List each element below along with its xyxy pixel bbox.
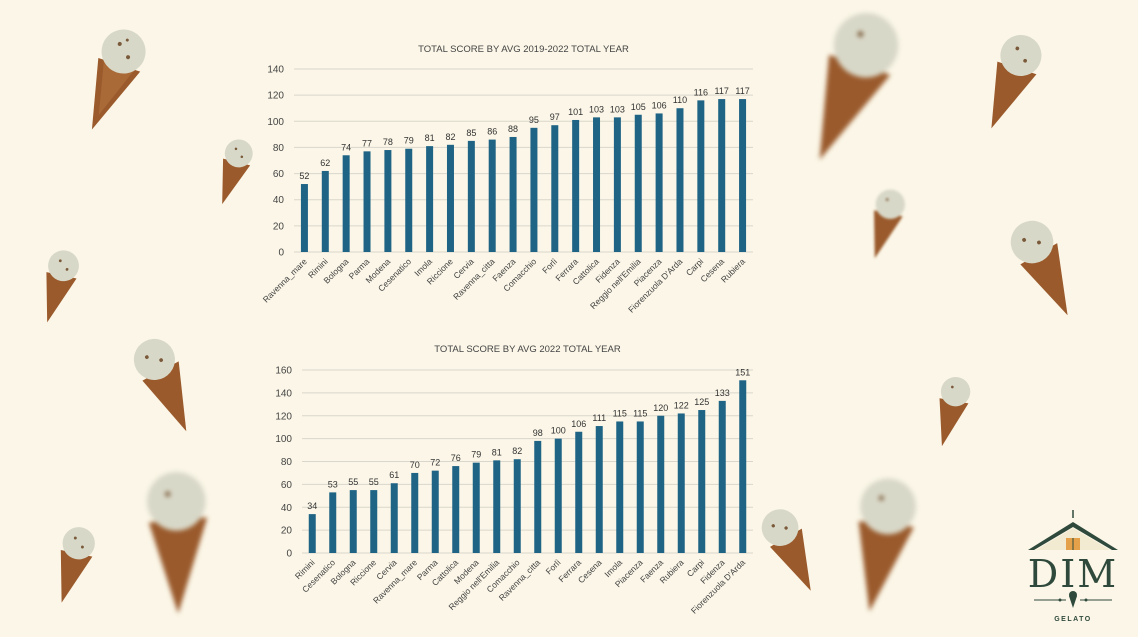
data-label: 120 xyxy=(653,403,668,413)
data-label: 111 xyxy=(592,413,606,423)
y-tick-label: 40 xyxy=(281,503,293,514)
chart-title: TOTAL SCORE BY AVG 2022 TOTAL YEAR xyxy=(434,344,621,355)
data-label: 55 xyxy=(348,477,358,487)
y-tick-label: 120 xyxy=(275,411,292,422)
bar xyxy=(350,490,357,553)
bar xyxy=(514,459,521,553)
bar xyxy=(555,439,562,553)
bar xyxy=(575,432,582,553)
logo-subtitle: GELATO xyxy=(1014,616,1132,623)
data-label: 151 xyxy=(735,367,750,377)
bar xyxy=(616,421,623,553)
bar xyxy=(493,460,500,553)
data-label: 115 xyxy=(613,408,627,418)
bar xyxy=(452,466,459,553)
data-label: 125 xyxy=(694,397,709,407)
bar xyxy=(596,426,603,553)
data-label: 106 xyxy=(571,419,586,429)
bar xyxy=(473,463,480,553)
bar xyxy=(391,483,398,553)
data-label: 98 xyxy=(533,428,543,438)
data-label: 55 xyxy=(369,477,379,487)
bar xyxy=(309,514,316,553)
bar xyxy=(411,473,418,553)
bar xyxy=(534,441,541,553)
bar xyxy=(370,490,377,553)
y-tick-label: 20 xyxy=(281,526,293,537)
dim-gelato-logo: DIM GELATO xyxy=(1014,508,1132,632)
bar xyxy=(698,410,705,553)
y-tick-label: 0 xyxy=(286,549,292,560)
bar xyxy=(329,492,336,553)
data-label: 100 xyxy=(551,426,566,436)
data-label: 81 xyxy=(492,447,502,457)
bar xyxy=(739,380,746,553)
y-tick-label: 80 xyxy=(281,457,293,468)
data-label: 61 xyxy=(389,470,399,480)
data-label: 76 xyxy=(451,453,461,463)
data-label: 82 xyxy=(512,446,522,456)
data-label: 34 xyxy=(307,501,317,511)
bar xyxy=(637,421,644,553)
data-label: 122 xyxy=(674,400,689,410)
y-tick-label: 60 xyxy=(281,480,293,491)
data-label: 133 xyxy=(715,388,730,398)
bar xyxy=(719,401,726,553)
y-tick-label: 100 xyxy=(275,434,292,445)
data-label: 72 xyxy=(430,458,440,468)
data-label: 79 xyxy=(471,450,481,460)
data-label: 115 xyxy=(633,408,647,418)
y-tick-label: 160 xyxy=(275,366,292,377)
logo-name: DIM xyxy=(1014,552,1132,596)
bar xyxy=(432,471,439,553)
data-label: 70 xyxy=(410,460,420,470)
bar xyxy=(657,416,664,553)
y-tick-label: 140 xyxy=(275,388,292,399)
bar xyxy=(678,413,685,553)
data-label: 53 xyxy=(328,479,338,489)
